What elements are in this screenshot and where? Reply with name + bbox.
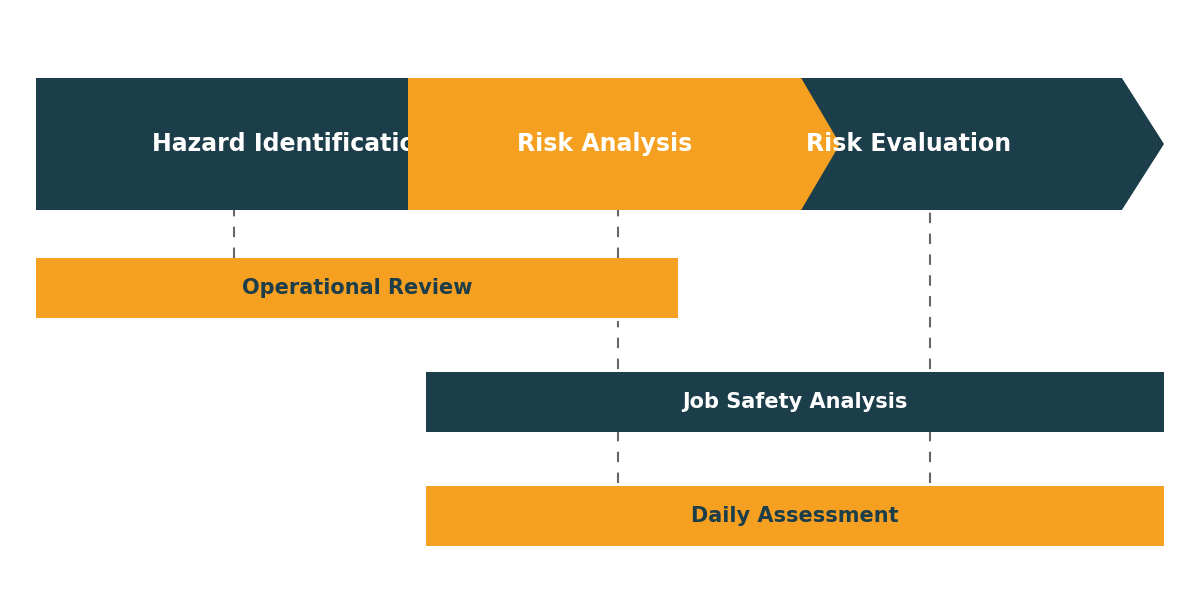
Polygon shape <box>36 78 600 210</box>
Bar <box>36 258 678 318</box>
Polygon shape <box>408 78 840 210</box>
Text: Operational Review: Operational Review <box>241 278 473 298</box>
Text: Risk Analysis: Risk Analysis <box>517 132 692 156</box>
Text: Job Safety Analysis: Job Safety Analysis <box>683 392 907 412</box>
Text: Risk Evaluation: Risk Evaluation <box>806 132 1012 156</box>
Text: Hazard Identification: Hazard Identification <box>152 132 433 156</box>
Bar <box>426 486 1164 546</box>
Text: Daily Assessment: Daily Assessment <box>691 506 899 526</box>
Bar <box>426 372 1164 432</box>
Polygon shape <box>696 78 1164 210</box>
